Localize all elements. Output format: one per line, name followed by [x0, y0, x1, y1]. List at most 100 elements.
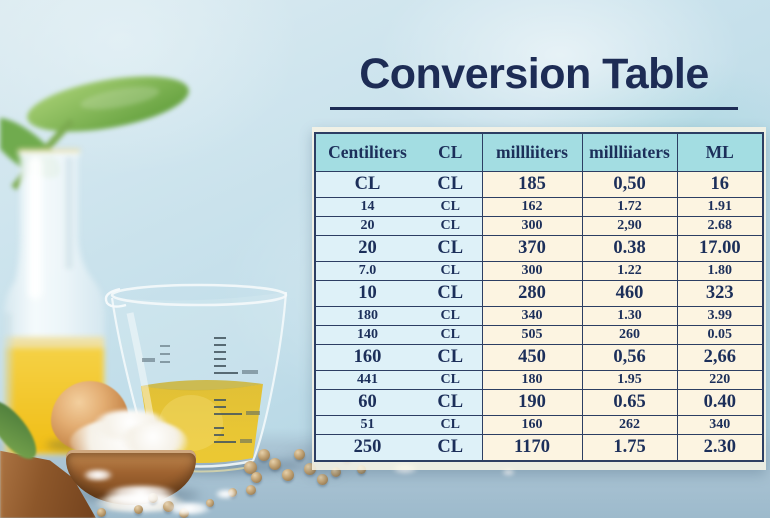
table-cell: CL	[419, 235, 483, 262]
peppercorn	[134, 505, 143, 514]
table-row: 51 CL 160 262 340	[314, 415, 764, 435]
table-row: 60 CL 190 0.65 0.40	[314, 389, 764, 416]
page-title: Conversion Table	[330, 50, 738, 110]
table-cell: 280	[481, 280, 583, 307]
table-cell: 250	[314, 434, 419, 462]
flour-speck	[83, 470, 113, 480]
peppercorn	[258, 449, 270, 461]
conversion-table: Centiliters CL millliiters millliiaters ML C…	[314, 132, 764, 462]
table-cell: 1.91	[676, 197, 764, 217]
table-cell: 0.05	[676, 325, 764, 345]
table-cell: 2.68	[676, 216, 764, 236]
table-cell: CL	[419, 261, 483, 281]
table-cell: 1.75	[581, 434, 678, 462]
table-cell: 2.30	[676, 434, 764, 462]
table-cell: 162	[481, 197, 583, 217]
peppercorn	[244, 461, 257, 474]
table-cell: 0.65	[581, 389, 678, 416]
table-cell: 300	[481, 261, 583, 281]
table-cell: 2,66	[676, 344, 764, 371]
table-cell: CL	[314, 171, 419, 198]
table-cell: 14	[314, 197, 419, 217]
peppercorn	[246, 485, 256, 495]
table-cell: 0,50	[581, 171, 678, 198]
table-row: 10 CL 280 460 323	[314, 280, 764, 307]
peppercorn	[269, 458, 281, 470]
table-cell: 185	[481, 171, 583, 198]
table-cell: 441	[314, 370, 419, 390]
table-cell: CL	[419, 344, 483, 371]
table-cell: 1.30	[581, 306, 678, 326]
table-cell: 1.80	[676, 261, 764, 281]
table-row: 180 CL 340 1.30 3.99	[314, 306, 764, 326]
table-cell: 2,90	[581, 216, 678, 236]
table-cell: CL	[419, 434, 483, 462]
table-cell: CL	[419, 216, 483, 236]
table-cell: 1.22	[581, 261, 678, 281]
table-cell: CL	[419, 197, 483, 217]
table-cell: 323	[676, 280, 764, 307]
table-cell: 1170	[481, 434, 583, 462]
table-row: 20 CL 370 0.38 17.00	[314, 235, 764, 262]
table-cell: 17.00	[676, 235, 764, 262]
table-row: 160 CL 450 0,56 2,66	[314, 344, 764, 371]
table-cell: CL	[419, 415, 483, 435]
peppercorn	[317, 474, 328, 485]
table-cell: CL	[419, 325, 483, 345]
table-cell: 60	[314, 389, 419, 416]
peppercorn	[282, 469, 294, 481]
table-cell: 260	[581, 325, 678, 345]
table-cell: 340	[481, 306, 583, 326]
column-header: millliiters	[481, 132, 583, 172]
table-cell: 300	[481, 216, 583, 236]
table-cell: 340	[676, 415, 764, 435]
table-cell: 16	[676, 171, 764, 198]
column-header: Centiliters	[314, 132, 419, 172]
table-row: 14 CL 162 1.72 1.91	[314, 197, 764, 217]
flour-speck	[166, 503, 212, 514]
table-cell: 505	[481, 325, 583, 345]
table-row: 140 CL 505 260 0.05	[314, 325, 764, 345]
table-cell: 10	[314, 280, 419, 307]
table-cell: 51	[314, 415, 419, 435]
peppercorn	[294, 449, 305, 460]
table-cell: 0,56	[581, 344, 678, 371]
table-row: 441 CL 180 1.95 220	[314, 370, 764, 390]
table-cell: 1.72	[581, 197, 678, 217]
table-cell: 450	[481, 344, 583, 371]
table-cell: 370	[481, 235, 583, 262]
header-row: Centiliters CL millliiters millliiaters ML	[314, 132, 764, 172]
peppercorn	[97, 508, 106, 517]
flour-speck	[215, 490, 237, 498]
table-cell: CL	[419, 370, 483, 390]
table-cell: CL	[419, 171, 483, 198]
table-cell: CL	[419, 280, 483, 307]
table-cell: CL	[419, 389, 483, 416]
peppercorn	[331, 467, 341, 477]
table-cell: 160	[481, 415, 583, 435]
peppercorn	[251, 472, 262, 483]
table-cell: 140	[314, 325, 419, 345]
table-row: 7.0 CL 300 1.22 1.80	[314, 261, 764, 281]
table-cell: 220	[676, 370, 764, 390]
measurement-ticks	[160, 337, 242, 443]
table-cell: 460	[581, 280, 678, 307]
table-cell: 0.40	[676, 389, 764, 416]
table-row: 20 CL 300 2,90 2.68	[314, 216, 764, 236]
table-cell: 180	[481, 370, 583, 390]
table-cell: 1.95	[581, 370, 678, 390]
flour-speck	[104, 486, 178, 504]
table-cell: 20	[314, 235, 419, 262]
table-cell: 180	[314, 306, 419, 326]
table-cell: CL	[419, 306, 483, 326]
column-header: millliiaters	[581, 132, 678, 172]
flour-speck	[502, 469, 515, 475]
peppercorn	[206, 499, 214, 507]
table-row: 250 CL 1170 1.75 2.30	[314, 434, 764, 462]
table-cell: 0.38	[581, 235, 678, 262]
table-cell: 160	[314, 344, 419, 371]
table-cell: 7.0	[314, 261, 419, 281]
column-header: CL	[419, 132, 483, 172]
column-header: ML	[676, 132, 764, 172]
